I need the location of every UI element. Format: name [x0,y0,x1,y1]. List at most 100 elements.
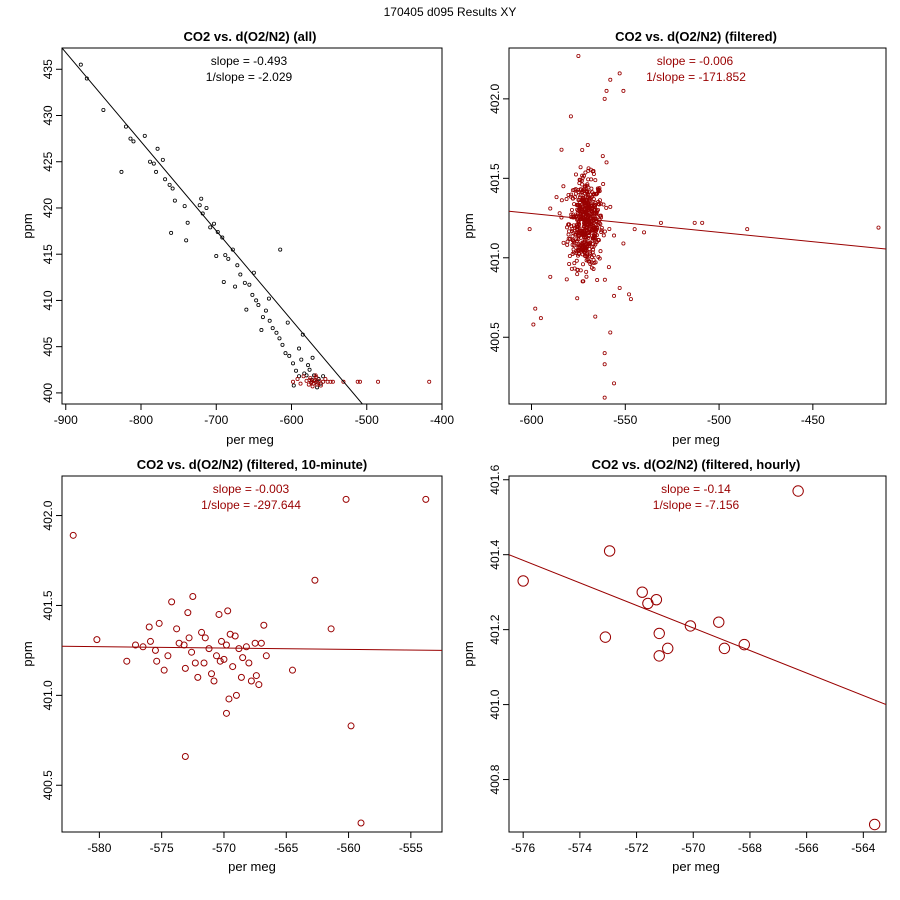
data-point [342,495,350,503]
x-tick-label: -700 [204,413,228,427]
data-point [601,233,606,238]
data-point [569,192,574,197]
data-point [93,636,101,644]
data-point [577,244,582,249]
data-point [78,62,83,67]
annotation-slope: slope = -0.493 [211,54,288,68]
data-point [572,202,577,207]
fit-line [509,554,886,706]
data-point [288,666,296,674]
data-point [586,177,591,182]
data-point [584,237,589,242]
data-point [216,657,224,665]
data-point [576,53,581,58]
data-point [260,621,268,629]
x-tick-label: -600 [279,413,303,427]
data-point [596,238,601,243]
data-point [595,278,600,283]
data-point [565,242,570,247]
data-point [578,229,583,234]
data-point [658,220,663,225]
data-point [592,261,597,266]
data-point [128,136,133,141]
data-point [577,205,582,210]
y-tick-label: 401.6 [488,464,502,494]
data-point [527,227,532,232]
data-point [588,167,593,172]
data-point [607,226,612,231]
data-point [642,230,647,235]
data-point [217,637,225,645]
data-point [595,207,600,212]
data-point [599,631,612,643]
y-axis-label: ppm [20,213,35,238]
data-point [559,215,564,220]
data-point [591,244,596,249]
data-point [341,379,346,384]
data-point [313,373,318,378]
x-tick-label: -450 [801,413,825,427]
data-point [584,274,589,279]
data-point [604,160,609,165]
data-point [592,235,597,240]
data-point [184,609,192,617]
x-tick-label: -900 [54,413,78,427]
data-point [212,652,220,660]
fit-line [62,645,442,651]
data-point [531,322,536,327]
data-point [237,673,245,681]
data-point [569,207,574,212]
y-axis-label: ppm [461,213,476,238]
data-point [357,819,365,827]
data-point [308,376,313,381]
data-point [578,165,583,170]
data-point [612,233,617,238]
data-point [355,379,360,384]
y-tick-label: 401.5 [488,163,502,193]
annotation-slope: slope = -0.006 [657,54,734,68]
data-point [595,191,600,196]
data-point [215,610,223,618]
data-point [220,235,225,240]
x-tick-label: -572 [625,841,649,855]
data-point [291,361,296,366]
data-point [579,178,584,183]
data-point [154,169,159,174]
data-point [242,280,247,285]
series-filtered [527,53,881,400]
data-point [593,314,598,319]
y-tick-label: 401.2 [488,614,502,644]
data-point [586,242,591,247]
data-point [632,227,637,232]
data-point [160,157,165,162]
data-point [574,191,579,196]
data-point [576,237,581,242]
data-point [533,306,538,311]
data-point [204,205,209,210]
data-point [548,206,553,211]
data-point [215,230,220,235]
data-point [583,211,588,216]
data-point [347,722,355,730]
data-point [621,88,626,93]
x-tick-label: -500 [355,413,379,427]
data-point [590,226,595,231]
data-point [181,664,189,672]
panel-filtered-10-minute: CO2 vs. d(O2/N2) (filtered, 10-minute) s… [20,457,443,874]
data-point [570,234,575,239]
data-point [567,254,572,259]
data-point [573,172,578,177]
data-point [581,232,586,237]
data-point [244,307,249,312]
data-point [574,230,579,235]
annotation-slope: slope = -0.003 [213,482,290,496]
data-point [868,818,881,831]
data-point [876,225,881,230]
x-tick-label: -574 [568,841,592,855]
data-point [692,220,697,225]
data-point [587,196,592,201]
data-point [427,379,432,384]
data-point [306,363,311,368]
data-point [583,244,588,249]
